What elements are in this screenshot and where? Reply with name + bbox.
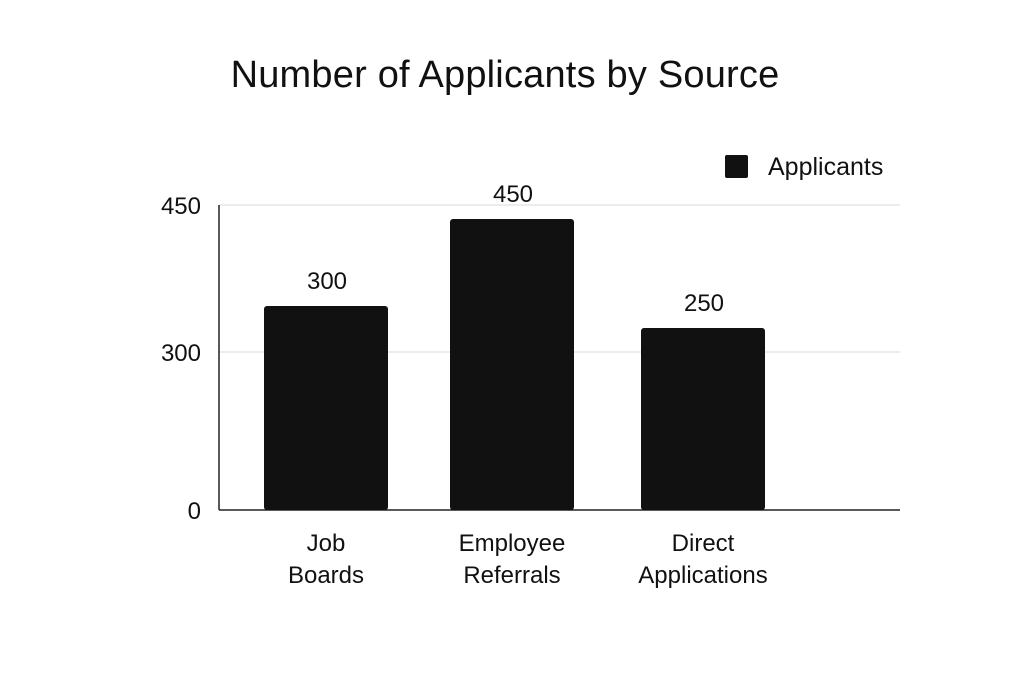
y-tick-label-450: 450 xyxy=(161,193,201,220)
y-tick-label-0: 0 xyxy=(188,498,201,525)
data-label-job-boards: 300 xyxy=(307,268,347,295)
bar-direct-applications xyxy=(641,328,765,510)
y-tick-label-300: 300 xyxy=(161,340,201,367)
legend-label-applicants: Applicants xyxy=(768,153,883,181)
legend: Applicants xyxy=(725,153,883,181)
labels: 0 300 450 300 Job Boards 450 Employee Referrals 2… xyxy=(161,181,768,589)
x-tick-label-direct-applications-line-2: Applications xyxy=(638,562,767,589)
chart-title: Number of Applicants by Source xyxy=(230,54,780,96)
data-label-employee-referrals: 450 xyxy=(493,181,533,208)
x-tick-label-job-boards-line-2: Boards xyxy=(288,562,364,589)
x-tick-label-job-boards-line-1: Job xyxy=(307,530,346,557)
data-label-direct-applications: 250 xyxy=(684,290,724,317)
x-tick-label-direct-applications-line-1: Direct xyxy=(672,530,735,557)
x-tick-label-employee-referrals-line-2: Referrals xyxy=(463,562,560,589)
bars xyxy=(264,219,765,510)
x-tick-label-employee-referrals-line-1: Employee xyxy=(459,530,566,557)
legend-swatch xyxy=(725,155,748,178)
bar-job-boards xyxy=(264,306,388,510)
bar-employee-referrals xyxy=(450,219,574,510)
